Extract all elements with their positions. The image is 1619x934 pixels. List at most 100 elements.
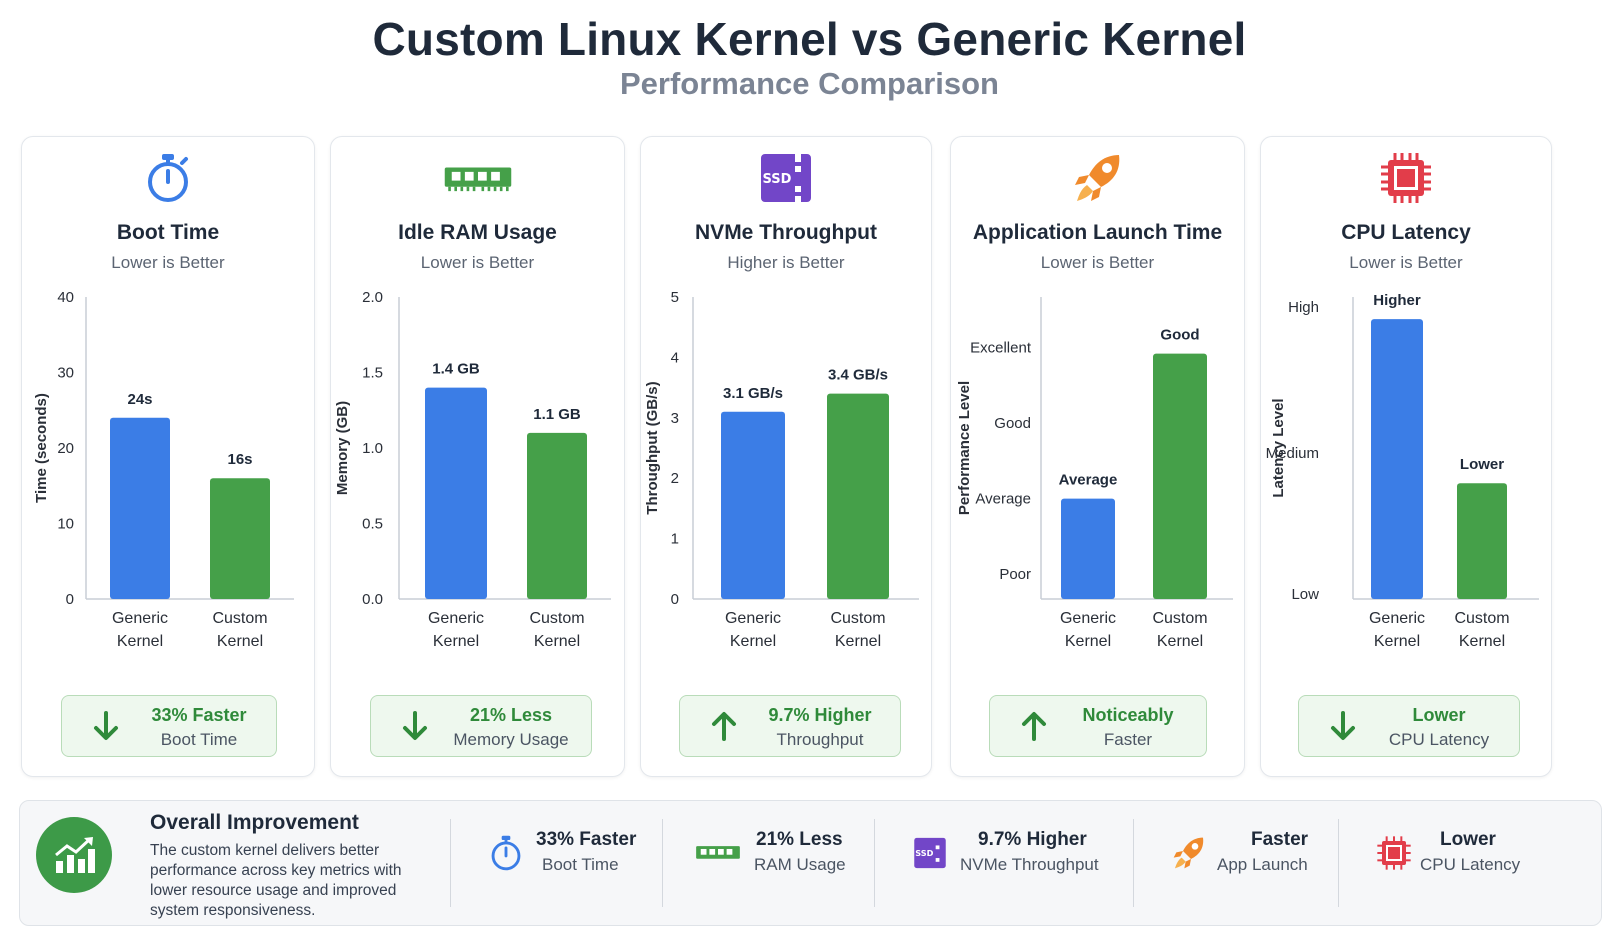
summary-sub: Faster: [1103, 730, 1153, 749]
x-tick-label: Kernel: [217, 633, 263, 650]
y-tick-label: 0.0: [362, 591, 383, 608]
y-tick-label: 0.5: [362, 516, 383, 533]
x-tick-label: Kernel: [730, 633, 776, 650]
summary-sub: CPU Latency: [1388, 730, 1490, 749]
summary-main: Noticeably: [1082, 705, 1174, 725]
data-label: Average: [1059, 472, 1118, 489]
y-tick-label: 2: [671, 470, 679, 487]
y-tick-label: 1.0: [362, 440, 383, 457]
ram-icon: [694, 831, 742, 875]
x-tick-label: Kernel: [1374, 633, 1420, 650]
x-tick-label: Kernel: [835, 633, 881, 650]
arrow-down-icon: [401, 710, 429, 742]
bar-custom-kernel: [527, 432, 587, 599]
cpu-latency-chart: Low Medium High Latency Level Higher Generic K…: [1266, 292, 1539, 650]
y-tick-label: Average: [975, 491, 1031, 508]
x-tick-label: Custom: [212, 610, 267, 627]
arrow-up-icon: [710, 710, 738, 742]
x-tick-label: Custom: [830, 610, 885, 627]
arrow-down-icon: [1329, 710, 1357, 742]
arrow-down-icon: [1331, 711, 1355, 740]
overall-description: The custom kernel delivers better perfor…: [150, 842, 402, 919]
boot-time-chart: 0 10 20 30 40 Time (seconds) 24s Generic Kernel 1…: [33, 289, 294, 650]
overall-title: Overall Improvement: [150, 811, 359, 834]
card-title: Idle RAM Usage: [398, 221, 557, 244]
y-tick-label: 0: [66, 591, 74, 608]
data-label: 16s: [227, 451, 252, 468]
data-label: 3.4 GB/s: [828, 367, 888, 384]
y-tick-label: Poor: [999, 566, 1031, 583]
arrow-up-icon: [712, 712, 736, 741]
svg-text:SSD: SSD: [763, 172, 792, 187]
bar-custom-kernel: [1457, 483, 1507, 599]
summary-main: 9.7% Higher: [768, 705, 872, 725]
y-tick-label: Good: [994, 415, 1031, 432]
data-label: 3.1 GB/s: [723, 385, 783, 402]
arrow-up-icon: [1022, 712, 1046, 741]
y-axis-label: Memory (GB): [334, 401, 351, 495]
data-label: 24s: [127, 391, 152, 408]
card-subtitle: Higher is Better: [727, 253, 845, 272]
arrow-head: [403, 726, 427, 740]
data-label: 1.4 GB: [432, 361, 480, 378]
y-tick-label: Excellent: [970, 340, 1032, 357]
divider: [450, 819, 451, 907]
y-tick-label: 4: [671, 349, 679, 366]
overall-item-main: Faster: [1251, 829, 1309, 850]
overall-improvement-panel: Overall Improvement The custom kernel de…: [19, 800, 1602, 926]
svg-text:SSD: SSD: [915, 848, 933, 858]
bar-generic-kernel: [110, 417, 170, 599]
card-title: Boot Time: [116, 221, 220, 244]
app-launch-chart: Poor Average Good Excellent Performance Leve…: [956, 297, 1233, 650]
overall-item-main: 21% Less: [756, 829, 843, 850]
card-subtitle: Lower is Better: [420, 253, 535, 272]
ssd-icon: SSD: [751, 153, 821, 203]
y-tick-label: 20: [57, 440, 74, 457]
overall-item-boot: 33% Faster Boot Time: [482, 819, 652, 889]
y-tick-label: 0: [671, 591, 679, 608]
cpu-chip-icon: [1371, 153, 1441, 203]
data-label: 1.1 GB: [533, 406, 581, 423]
x-tick-label: Kernel: [433, 633, 479, 650]
card-app-launch: Application Launch Time Lower is Better …: [950, 136, 1245, 777]
summary-sub: Throughput: [776, 730, 864, 749]
overall-item-nvme: SSD 9.7% Higher NVMe Throughput: [906, 819, 1126, 889]
x-tick-label: Generic: [112, 610, 168, 627]
summary-sub: Boot Time: [160, 730, 238, 749]
overall-item-sub: RAM Usage: [754, 855, 846, 874]
overall-item-app-launch: Faster App Launch: [1165, 819, 1330, 889]
card-title: CPU Latency: [1341, 221, 1471, 244]
y-tick-label: 10: [57, 516, 74, 533]
nvme-throughput-chart: 0 1 2 3 4 5 Throughput (GB/s) 3.1 GB/s Generic Ke…: [644, 289, 919, 650]
overall-item-sub: CPU Latency: [1420, 855, 1521, 874]
y-tick-label: 1.5: [362, 365, 383, 382]
rocket-icon: [1165, 831, 1213, 875]
overall-item-cpu: Lower CPU Latency: [1370, 819, 1580, 889]
y-axis-label: Latency Level: [1270, 398, 1287, 497]
y-tick-label: 2.0: [362, 289, 383, 306]
y-axis-label: Throughput (GB/s): [644, 381, 661, 514]
x-tick-label: Kernel: [1065, 633, 1111, 650]
idle-ram-chart: 0.0 0.5 1.0 1.5 2.0 Memory (GB) 1.4 GB Generic K…: [334, 289, 611, 650]
x-tick-label: Generic: [725, 610, 781, 627]
bar-generic-kernel: [721, 411, 785, 599]
x-tick-label: Custom: [1152, 610, 1207, 627]
page-subtitle: Performance Comparison: [620, 66, 999, 101]
overall-item-sub: NVMe Throughput: [960, 855, 1099, 874]
y-tick-label: Medium: [1266, 445, 1319, 462]
summary-main: Lower: [1412, 705, 1466, 725]
summary-sub: Memory Usage: [453, 730, 569, 749]
cpu-chip-icon: [1370, 831, 1418, 875]
arrow-head: [1331, 726, 1355, 740]
bar-custom-kernel: [1153, 353, 1207, 599]
divider: [662, 819, 663, 907]
page-title: Custom Linux Kernel vs Generic Kernel: [372, 13, 1247, 65]
summary-box: Lower CPU Latency: [1298, 695, 1520, 757]
y-tick-label: High: [1288, 299, 1319, 316]
summary-box: 21% Less Memory Usage: [370, 695, 592, 757]
arrow-down-icon: [92, 710, 120, 742]
arrow-down-icon: [94, 711, 118, 740]
data-label: Higher: [1373, 292, 1421, 309]
y-tick-label: Low: [1291, 586, 1319, 603]
divider: [874, 819, 875, 907]
